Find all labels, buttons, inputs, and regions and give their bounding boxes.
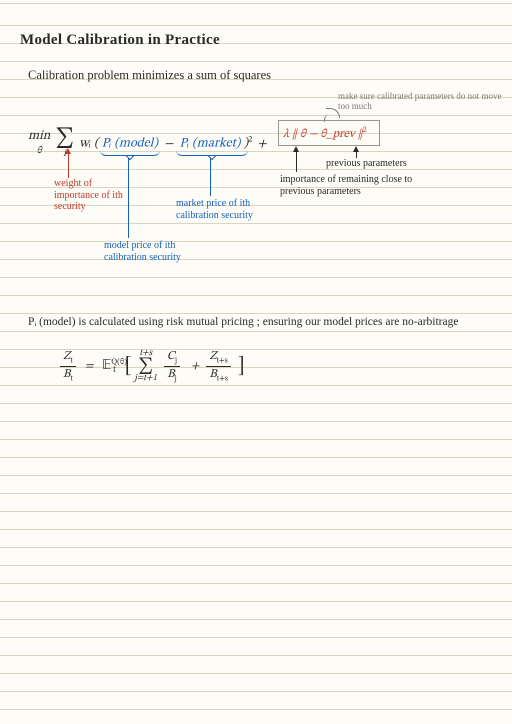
reg-importance-annotation: importance of remaining close to previou… [280,174,440,197]
market-underbrace [176,148,248,156]
body-text: Pᵢ (model) is calculated using risk mutu… [28,316,508,328]
square-power: 2 [248,136,252,144]
page-title: Model Calibration in Practice [20,32,220,49]
prev-arrow-head [353,146,359,152]
sum2: ∑ [138,358,153,374]
weight-arrow [68,150,69,178]
t2n: Z [209,350,216,362]
lined-paper: Model Calibration in Practice Calibratio… [0,0,512,724]
t1d: B [167,368,174,380]
market-price-annotation: market price of ith calibration security [176,198,276,221]
t1ns: j [175,357,177,365]
rbrack: ] [238,356,245,376]
reg-term: λ ‖ θ − θ_prev ‖2 [283,125,367,142]
pencil-note: make sure calibrated parameters do not m… [338,92,503,112]
lhs-den-sub: t [70,374,72,382]
weight-term: wᵢ [79,138,91,151]
t1n: C [167,350,175,362]
t2ds: t+s [217,374,228,382]
weight-arrow-head [65,148,71,154]
eq: = [85,360,94,372]
sum-bot: j=t+1 [134,373,157,384]
subtitle: Calibration problem minimizes a sum of s… [28,68,271,83]
market-arrow [210,158,211,196]
t2d: B [209,368,216,380]
reg-term-text: λ ‖ θ − θ_prev ‖ [283,128,363,140]
plus2: + [191,360,200,372]
model-underbrace [100,148,160,156]
expect-sub: t [113,366,116,375]
prev-params-annotation: previous parameters [326,158,446,170]
model-price-annotation: model price of ith calibration security [104,240,204,263]
reg-power: 2 [363,126,367,134]
weight-annotation: weight of importance of ith security [54,178,124,213]
min-sub: θ [28,145,50,158]
reg-arrow-head [293,146,299,152]
lbrack: [ [125,356,132,376]
minus: − [164,138,173,151]
model-arrow [128,158,129,238]
t1ds: j [175,374,177,382]
lhs-num-sub: t [70,357,72,365]
lparen: ( [94,138,99,151]
plus: + [257,138,266,151]
min-text: min [28,129,50,145]
expectation: 𝔼 [102,358,111,373]
t2ns: t+s [217,357,228,365]
pricing-formula: Zt Bt = 𝔼Q(θ)t [ t+s ∑ j=t+1 Cj Bj + Zt+… [60,348,245,384]
